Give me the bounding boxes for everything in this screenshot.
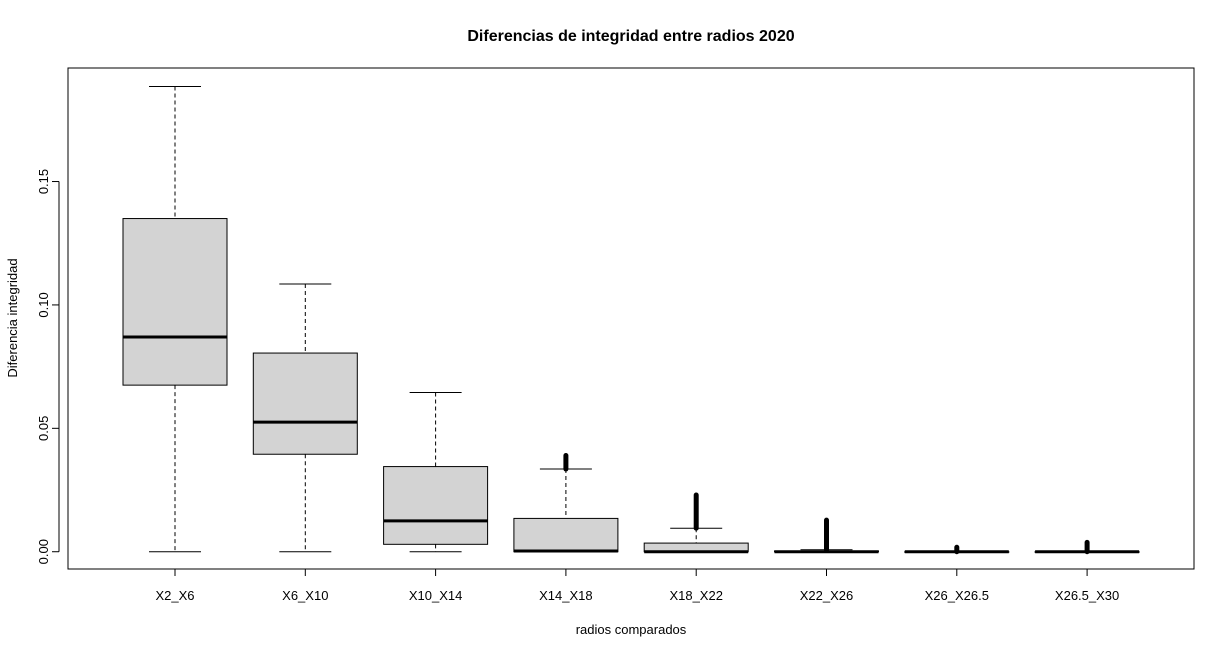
box-X26.5_X30 [1034,539,1140,555]
x-axis-label: radios comparados [576,622,687,637]
box-X2_X6 [122,86,228,553]
box-X10_X14 [383,392,489,553]
x-tick-label: X2_X6 [155,588,194,603]
box-iqr [122,218,228,386]
x-tick-label: X14_X18 [539,588,593,603]
x-tick-label: X22_X26 [800,588,854,603]
plot-frame [67,67,1195,570]
boxes-group [122,86,1140,555]
x-tick-label: X18_X22 [669,588,723,603]
box-iqr [252,352,358,455]
y-tick-label: 0.05 [36,416,51,441]
x-tick-label: X10_X14 [409,588,463,603]
y-tick-label: 0.10 [36,292,51,317]
box-X6_X10 [252,283,358,553]
y-tick-label: 0.00 [36,539,51,564]
box-X14_X18 [513,452,619,553]
box-iqr [513,517,619,553]
y-axis-label: Diferencia integridad [5,258,20,377]
y-tick-label: 0.15 [36,169,51,194]
box-X26_X26.5 [904,544,1010,555]
x-tick-label: X26.5_X30 [1055,588,1119,603]
box-X18_X22 [643,492,749,554]
chart-title: Diferencias de integridad entre radios 2… [467,28,794,45]
x-tick-label: X6_X10 [282,588,328,603]
y-axis: 0.00 0.05 0.10 0.15 [36,169,60,564]
box-X22_X26 [774,517,879,554]
x-tick-label: X26_X26.5 [925,588,989,603]
x-axis: X2_X6 X6_X10 X10_X14 X14_X18 X18_X22 X22_X26 X… [155,568,1119,603]
box-iqr [383,466,489,545]
